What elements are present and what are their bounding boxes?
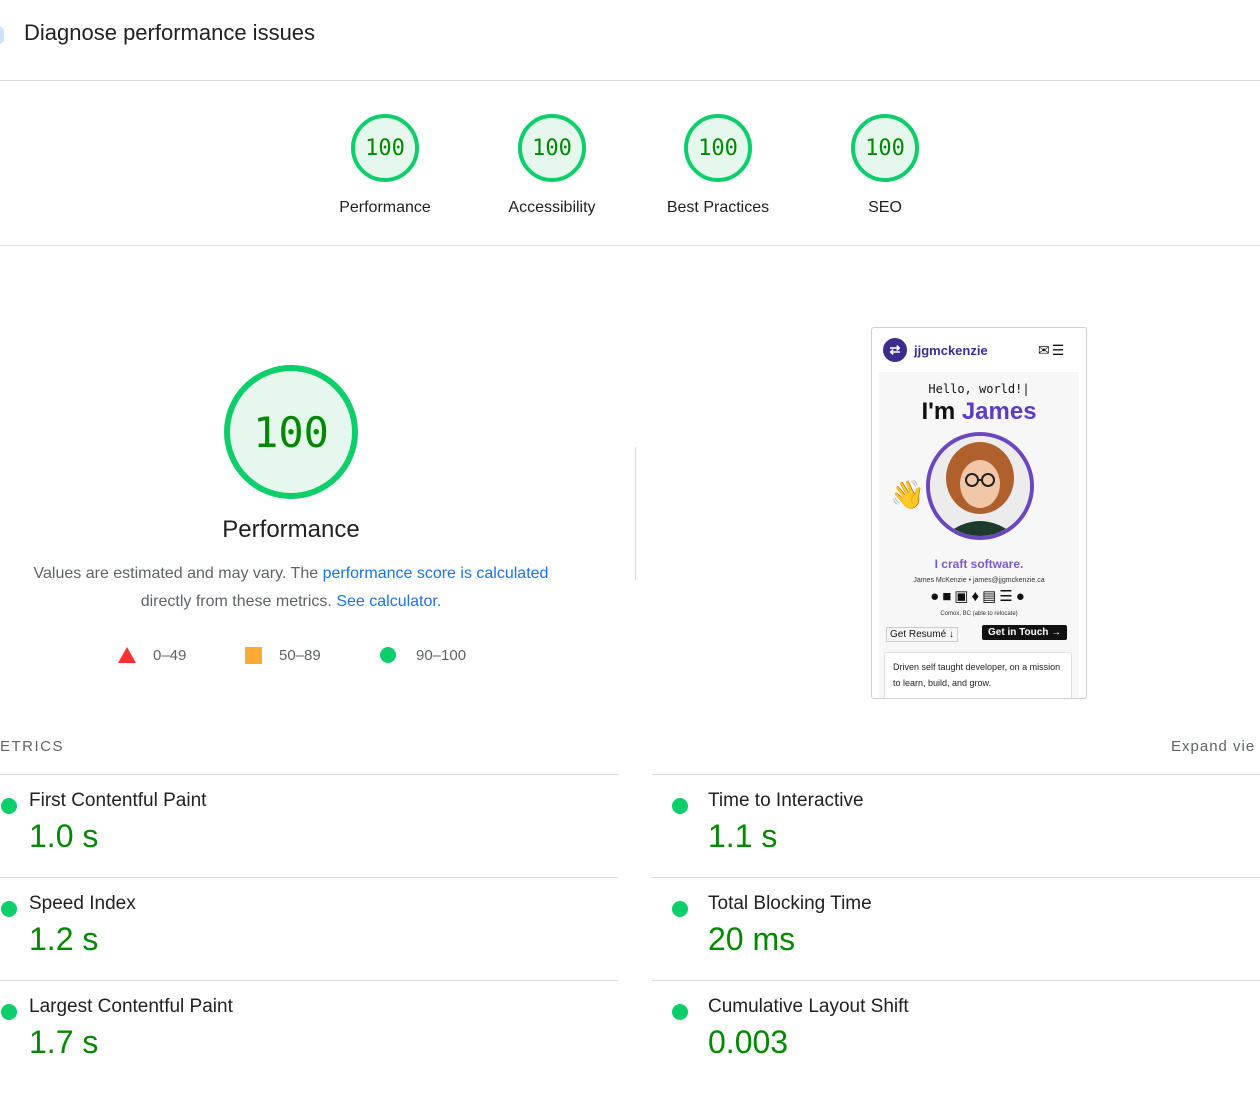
divider — [0, 980, 618, 981]
category-gauges: 100 Performance 100 Accessibility 100 Be… — [0, 80, 1260, 246]
location-line: Comox, BC (able to relocate) — [940, 611, 1018, 617]
final-screenshot[interactable]: ⇄ jjgmckenzie ✉☰ Hello, world!| I'm Jame… — [871, 327, 1087, 699]
performance-description: Values are estimated and may vary. The p… — [0, 560, 582, 616]
metric-name: Total Blocking Time — [708, 893, 872, 914]
gauge-best-practices[interactable]: 100 Best Practices — [648, 114, 788, 217]
site-brand: jjgmckenzie — [914, 343, 988, 358]
metric-value: 1.2 s — [29, 921, 99, 957]
pass-circle-icon — [1, 1004, 17, 1020]
metric-cumulative-layout-shift: Cumulative Layout Shift 0.003 — [672, 996, 1232, 1096]
legend-label: 0–49 — [153, 646, 187, 664]
legend-fail: 0–49 — [118, 642, 186, 668]
legend-label: 90–100 — [416, 646, 467, 664]
gauge-seo[interactable]: 100 SEO — [815, 114, 955, 217]
gauge-performance[interactable]: 100 Performance — [315, 114, 455, 217]
legend-pass: 90–100 — [380, 642, 466, 668]
metric-largest-contentful-paint: Largest Contentful Paint 1.7 s — [1, 996, 561, 1096]
hero-name-highlight: James — [961, 398, 1037, 425]
divider — [652, 877, 1260, 878]
report-icon — [0, 26, 4, 44]
pass-circle-icon — [1, 901, 17, 917]
get-in-touch-button: Get in Touch → — [982, 625, 1068, 640]
hero-name: I'm James — [872, 398, 1086, 426]
metric-value: 20 ms — [708, 921, 796, 957]
metric-value: 1.0 s — [29, 818, 99, 854]
metric-first-contentful-paint: First Contentful Paint 1.0 s — [1, 790, 561, 890]
pass-circle-icon — [672, 1004, 688, 1020]
gauge-score: 100 — [684, 114, 752, 182]
score-calculated-link[interactable]: performance score is calculated — [322, 565, 549, 582]
metric-name: First Contentful Paint — [29, 790, 207, 811]
metric-time-to-interactive: Time to Interactive 1.1 s — [672, 790, 1232, 890]
top-bar: Diagnose performance issues — [0, 0, 1260, 81]
metric-value: 1.7 s — [29, 1024, 99, 1060]
tagline: I craft software. — [934, 557, 1024, 571]
see-calculator-link[interactable]: See calculator. — [336, 593, 442, 610]
mail-menu-icon: ✉☰ — [1038, 342, 1067, 358]
page-title: Diagnose performance issues — [24, 20, 316, 45]
hero-prefix: I'm — [921, 398, 962, 425]
legend-average: 50–89 — [245, 642, 321, 668]
get-resume-button: Get Resumé ↓ — [886, 627, 958, 642]
metric-speed-index: Speed Index 1.2 s — [1, 893, 561, 993]
social-icons: ●■▣♦▤☰● — [930, 588, 1028, 605]
metric-name: Largest Contentful Paint — [29, 996, 233, 1017]
divider — [0, 877, 618, 878]
expand-view-toggle[interactable]: Expand vie — [1171, 738, 1256, 755]
divider — [652, 980, 1260, 981]
metric-total-blocking-time: Total Blocking Time 20 ms — [672, 893, 1232, 993]
square-icon — [245, 646, 262, 664]
gauge-accessibility[interactable]: 100 Accessibility — [482, 114, 622, 217]
legend-label: 50–89 — [279, 646, 321, 664]
gauge-label: Best Practices — [666, 199, 770, 216]
pass-circle-icon — [672, 901, 688, 917]
gauge-score: 100 — [518, 114, 586, 182]
pass-circle-icon — [1, 798, 17, 814]
wave-icon: 👋 — [890, 479, 925, 510]
desc-text: Values are estimated and may vary. The — [33, 565, 323, 582]
gauge-label: Performance — [339, 199, 431, 216]
desc-text: directly from these metrics. — [140, 593, 337, 610]
divider — [0, 774, 618, 775]
circle-icon — [380, 647, 396, 663]
gauge-score: 100 — [351, 114, 419, 182]
performance-score-gauge: 100 — [224, 365, 358, 499]
divider — [652, 774, 1260, 775]
pass-circle-icon — [672, 798, 688, 814]
gauge-label: Accessibility — [508, 199, 596, 216]
hello-text: Hello, world!| — [928, 382, 1030, 396]
divider — [635, 447, 636, 580]
metric-value: 1.1 s — [708, 818, 778, 854]
gauge-score: 100 — [851, 114, 919, 182]
metric-value: 0.003 — [708, 1024, 789, 1060]
metric-name: Speed Index — [29, 893, 136, 914]
metrics-heading: ETRICS — [0, 738, 65, 755]
metric-name: Cumulative Layout Shift — [708, 996, 909, 1017]
intro-card: Driven self taught developer, on a missi… — [884, 652, 1072, 698]
triangle-icon — [118, 647, 136, 663]
site-logo-icon: ⇄ — [883, 338, 907, 362]
metric-name: Time to Interactive — [708, 790, 864, 811]
gauge-label: SEO — [868, 199, 902, 216]
performance-title: Performance — [222, 516, 360, 543]
avatar — [926, 432, 1034, 540]
contact-line: James McKenzie • james@jjgmckenzie.ca — [913, 577, 1045, 584]
